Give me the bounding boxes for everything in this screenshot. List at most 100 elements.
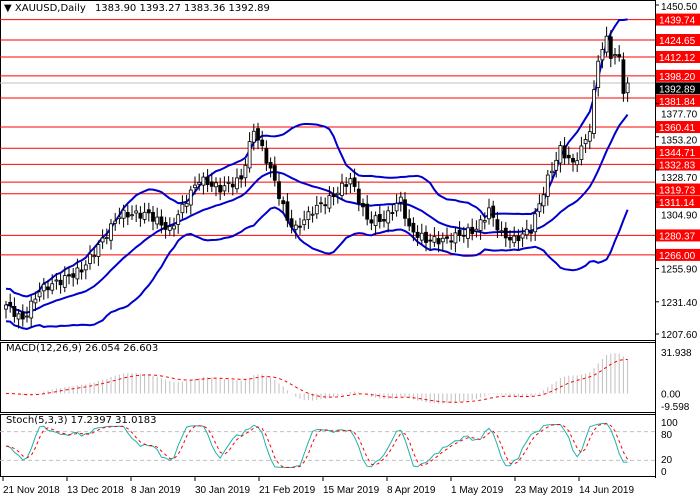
candle-body — [411, 222, 416, 233]
candle-body — [92, 255, 97, 258]
candle-body — [386, 210, 391, 224]
candle-body — [394, 202, 399, 212]
candle-body — [579, 145, 584, 160]
candle-body — [214, 182, 218, 188]
bollinger-lower — [5, 206, 629, 330]
candle-body — [352, 177, 357, 187]
candle-body — [587, 131, 592, 142]
candle-body — [373, 215, 378, 226]
y-tick-label: 1304.90 — [661, 211, 698, 222]
level-label-1439.74: 1439.74 — [659, 16, 696, 27]
candle-body — [575, 160, 580, 166]
candle-body — [243, 164, 248, 179]
candle-body — [482, 220, 487, 223]
candle-body — [184, 203, 189, 207]
macd-panel — [0, 342, 656, 413]
candle-body — [390, 212, 395, 214]
candle-body — [100, 237, 105, 243]
candle-body — [403, 199, 407, 219]
level-label-bg — [656, 229, 700, 242]
candle-body — [558, 145, 563, 164]
candle-body — [415, 231, 420, 238]
collapse-triangle-icon[interactable]: ▼ — [4, 3, 12, 14]
candle-body — [617, 54, 622, 58]
candle-body — [621, 59, 626, 94]
candle-body — [600, 49, 605, 61]
candle-body — [256, 128, 260, 141]
x-tick-label: 8 Apr 2019 — [387, 485, 436, 496]
candle-body — [592, 89, 596, 134]
candle-body — [54, 279, 59, 282]
candle-body — [407, 218, 412, 227]
candle-body — [163, 222, 168, 230]
candle-body — [487, 207, 491, 220]
current-price-label-bg — [656, 82, 700, 95]
candle-body — [554, 159, 559, 171]
candle-body — [180, 203, 185, 214]
candle-body — [424, 231, 428, 243]
candle-body — [541, 194, 546, 207]
y-tick-label: 1207.60 — [661, 330, 698, 341]
candle-body — [550, 170, 554, 174]
candle-body — [478, 219, 483, 231]
candle-body — [67, 274, 71, 277]
candle-body — [449, 240, 454, 243]
candle-body — [197, 182, 202, 185]
candle-body — [268, 162, 273, 169]
level-label-1319.73: 1319.73 — [659, 186, 696, 197]
candle-body — [113, 220, 118, 224]
candle-body — [159, 216, 164, 226]
level-label-bg — [656, 94, 700, 107]
candle-body — [146, 209, 151, 214]
candle-body — [201, 176, 206, 186]
x-tick-label: 15 Mar 2019 — [323, 485, 380, 496]
candle-body — [382, 219, 386, 222]
current-price-label: 1392.89 — [659, 84, 696, 95]
candle-body — [16, 313, 21, 320]
candle-body — [298, 225, 302, 228]
candle-body — [58, 279, 63, 286]
candle-body — [520, 233, 525, 239]
level-label-1360.41: 1360.41 — [659, 123, 696, 134]
candle-body — [222, 185, 227, 192]
candle-body — [167, 226, 172, 231]
candle-body — [4, 304, 8, 310]
candle-body — [537, 203, 542, 213]
x-tick-label: 23 May 2019 — [515, 485, 573, 496]
candle-body — [529, 231, 533, 234]
level-label-bg — [656, 34, 700, 47]
level-label-bg — [656, 50, 700, 63]
candle-body — [457, 229, 462, 236]
candle-body — [12, 306, 17, 317]
candle-body — [138, 212, 143, 219]
candle-body — [356, 188, 361, 204]
candle-body — [508, 236, 512, 241]
candle-body — [314, 204, 319, 215]
candle-body — [264, 147, 269, 164]
candle-body — [172, 225, 176, 230]
x-tick-label: 8 Jan 2019 — [131, 485, 181, 496]
candle-body — [151, 211, 155, 222]
candle-body — [625, 82, 630, 94]
candle-body — [348, 178, 353, 185]
candle-body — [226, 181, 231, 184]
candle-body — [155, 216, 160, 225]
candle-body — [445, 236, 449, 239]
candle-body — [50, 283, 55, 291]
level-label-bg — [656, 248, 700, 261]
candle-body — [319, 202, 323, 205]
candle-body — [281, 200, 286, 205]
candle-body — [272, 165, 277, 181]
candle-body — [302, 219, 307, 226]
stoch-label: Stoch(5,3,3) 17.2397 31.0183 — [6, 415, 157, 426]
candle-body — [235, 177, 239, 190]
stoch-signal-line — [5, 423, 629, 468]
candle-body — [533, 213, 538, 233]
candle-body — [121, 209, 126, 219]
candle-body — [79, 269, 84, 273]
y-tick-label: 1231.40 — [661, 298, 698, 309]
stoch-tick-label: 100 — [661, 418, 678, 429]
macd-tick-label: 31.938 — [661, 348, 692, 359]
candle-body — [96, 244, 101, 257]
